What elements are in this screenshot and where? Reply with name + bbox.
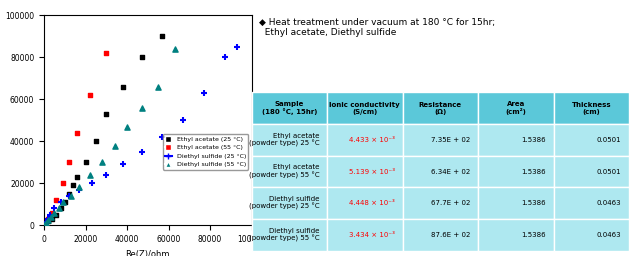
Point (118, 85, 128, 89)
Point (72, 131, 82, 135)
Point (74, 185, 84, 189)
Point (43, 219, 53, 223)
Point (52, 213, 62, 217)
Point (74, 188, 84, 192)
Point (153, 85, 164, 89)
Point (157, 135, 167, 139)
Point (199, 91, 209, 95)
Point (45, 213, 55, 217)
Point (40, 222, 50, 226)
Point (40, 222, 50, 226)
Point (64, 192, 74, 196)
Point (58, 181, 68, 185)
X-axis label: Re(Z)/ohm: Re(Z)/ohm (126, 250, 170, 256)
Point (43, 218, 53, 222)
Point (64, 194, 74, 198)
Text: ◆ Heat treatment under vacuum at 180 °C for 15hr;
  Ethyl acetate, Diethyl sulfi: ◆ Heat treatment under vacuum at 180 °C … (259, 18, 495, 37)
Point (64, 160, 74, 164)
Point (50, 211, 59, 215)
Point (41, 221, 51, 225)
Point (122, 125, 132, 129)
Legend: Ethyl acetate (25 °C), Ethyl acetate (55 °C), Diethyl sulfide (25 °C), Diethyl s: Ethyl acetate (25 °C), Ethyl acetate (55… (163, 134, 248, 170)
Point (232, 45, 242, 49)
Point (50, 206, 59, 210)
Point (170, 47, 180, 51)
Point (87, 181, 97, 185)
Point (109, 143, 120, 147)
Point (178, 118, 188, 122)
Point (47, 211, 57, 215)
Point (43, 217, 53, 221)
Point (58, 200, 68, 204)
Point (118, 162, 128, 166)
Point (81, 160, 91, 164)
Point (52, 198, 62, 202)
Point (220, 55, 230, 59)
Point (43, 217, 53, 221)
Point (47, 215, 57, 219)
Point (60, 200, 70, 204)
Point (72, 175, 82, 179)
Point (66, 194, 76, 198)
Point (136, 55, 147, 59)
Point (101, 173, 111, 177)
Point (47, 217, 57, 221)
Point (136, 106, 147, 110)
Point (55, 206, 65, 210)
Point (136, 150, 147, 154)
Point (91, 139, 101, 143)
Point (97, 160, 107, 164)
Point (85, 173, 95, 177)
Point (101, 51, 111, 55)
Point (68, 183, 78, 187)
Point (85, 93, 95, 97)
Point (55, 200, 65, 204)
Point (101, 112, 111, 116)
Point (157, 34, 167, 38)
Point (41, 220, 51, 224)
Point (53, 206, 64, 210)
